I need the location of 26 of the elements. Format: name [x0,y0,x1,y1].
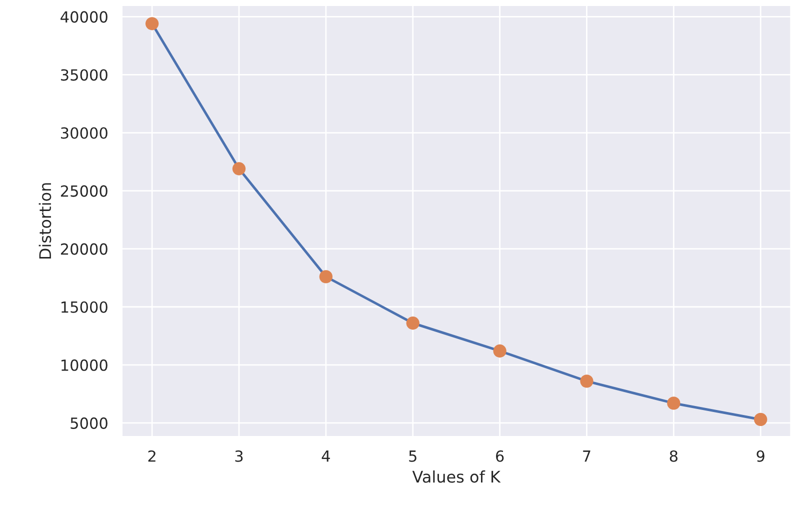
y-tick-label: 25000 [60,185,108,197]
point [232,162,246,176]
x-tick-label: 6 [496,450,504,462]
x-tick-label: 7 [583,450,590,462]
y-tick-label: 20000 [60,243,108,255]
point [580,374,594,388]
x-axis-title: Values of K [412,470,501,483]
x-tick-label: 3 [235,450,243,462]
x-tick-label: 9 [756,450,764,462]
x-tick-label: 2 [148,450,156,462]
point [754,412,768,426]
point [667,396,680,410]
y-tick-label: 10000 [62,359,108,371]
y-tick-label: 5000 [70,417,108,429]
x-tick-label: 8 [670,450,678,462]
y-tick-label: 35000 [61,69,108,81]
point [493,344,506,358]
point [145,17,159,30]
point [406,316,420,330]
x-tick-label: 5 [409,450,416,462]
y-tick-label: 15000 [62,301,108,313]
x-tick-label: 4 [322,450,330,462]
point [319,270,333,284]
y-axis-title: Distortion [38,183,52,259]
y-tick-label: 30000 [61,127,108,139]
y-tick-label: 40000 [60,11,108,23]
